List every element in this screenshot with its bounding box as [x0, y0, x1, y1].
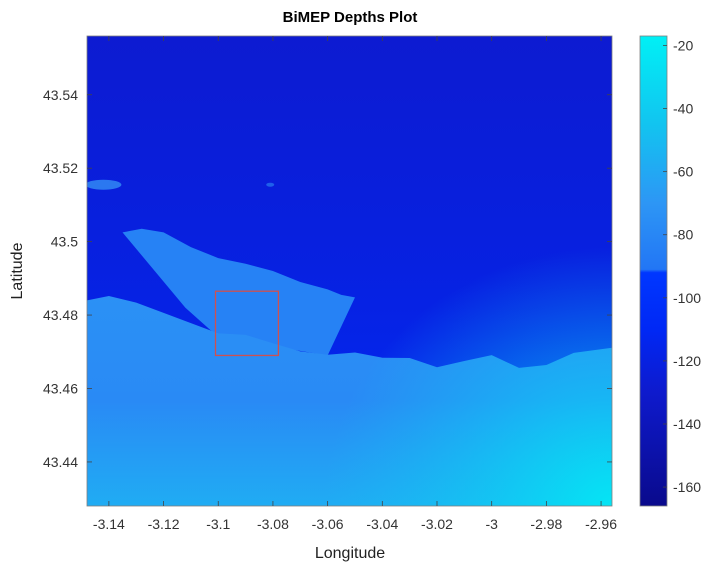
x-tick-label: -3	[485, 516, 498, 532]
x-tick-label: -3.04	[366, 516, 398, 532]
x-tick-label: -3.14	[93, 516, 125, 532]
plot-frame	[86, 35, 613, 507]
x-axis-label: Longitude	[315, 545, 385, 562]
colorbar-tick-label: -80	[673, 227, 693, 243]
left-edge-feature	[87, 179, 122, 190]
plot-area	[87, 36, 612, 506]
colorbar-tick-label: -120	[673, 353, 701, 369]
x-tick-label: -2.98	[530, 516, 562, 532]
chart-title: BiMEP Depths Plot	[283, 9, 418, 26]
y-tick-label: 43.54	[43, 87, 78, 103]
y-tick-label: 43.46	[43, 381, 78, 397]
y-tick-label: 43.48	[43, 307, 78, 323]
colorbar-tick-label: -160	[673, 479, 701, 495]
highlight-box	[214, 290, 280, 357]
y-axis: 43.44 43.46 43.48 43.5 43.52 43.54	[43, 87, 612, 470]
colorbar-gradient	[640, 36, 667, 506]
x-tick-label: -3.02	[421, 516, 453, 532]
x-tick-label: -2.96	[585, 516, 617, 532]
y-tick-label: 43.44	[43, 454, 78, 470]
y-tick-label: 43.5	[51, 234, 78, 250]
x-tick-label: -3.08	[257, 516, 289, 532]
colorbar-tick-label: -60	[673, 164, 693, 180]
colorbar-frame	[639, 35, 668, 507]
colorbar-tick-label: -40	[673, 101, 693, 117]
colorbar-tick-label: -140	[673, 416, 701, 432]
x-axis: -3.14 -3.12 -3.1 -3.08 -3.06 -3.04 -3.02 -3 -2.9…	[93, 36, 617, 532]
colorbar: -160 -140 -120 -100 -80 -60 -40 -20	[639, 35, 701, 507]
colorbar-ticks: -160 -140 -120 -100 -80 -60 -40 -20	[663, 37, 701, 495]
x-tick-label: -3.12	[148, 516, 180, 532]
y-tick-label: 43.52	[43, 160, 78, 176]
y-axis-label: Latitude	[9, 242, 26, 299]
small-seabed-feature	[266, 182, 275, 187]
x-tick-label: -3.1	[206, 516, 230, 532]
shallow-corner-region	[87, 36, 612, 506]
x-tick-label: -3.06	[312, 516, 344, 532]
colorbar-tick-label: -100	[673, 290, 701, 306]
colorbar-tick-label: -20	[673, 37, 693, 53]
